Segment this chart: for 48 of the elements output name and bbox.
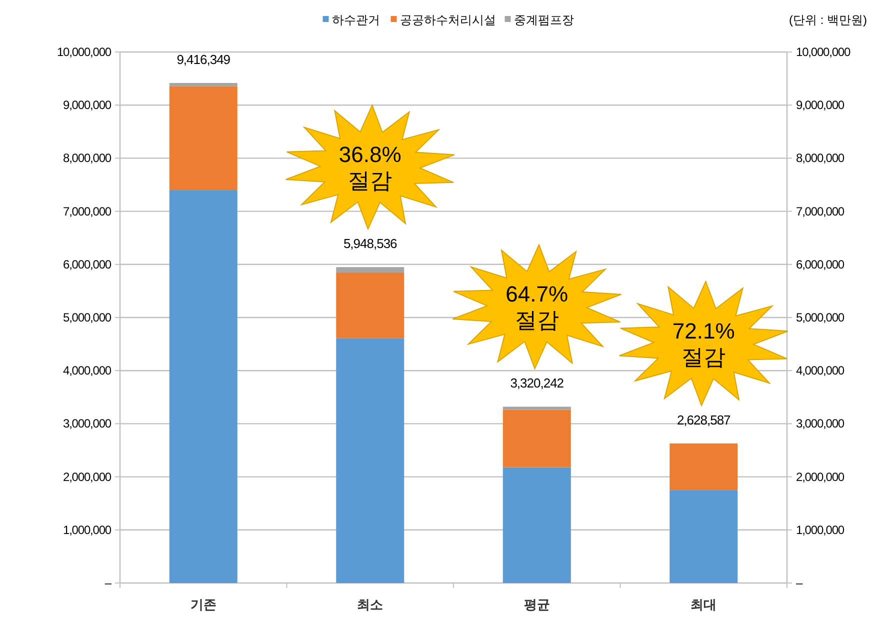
annotation: 64.7% 절감 [506, 282, 568, 333]
total-label: 3,320,242 [510, 376, 564, 391]
y2-tick-label: 9,000,000 [796, 98, 845, 112]
y-tick-label: 9,000,000 [63, 98, 112, 112]
bar [502, 406, 571, 410]
text: (단위 : 백만원) [789, 13, 867, 27]
y2-tick-label: 3,000,000 [796, 416, 845, 431]
y2-tick-label: 10,000,000 [796, 45, 851, 59]
y-tick-label: 4,000,000 [63, 364, 112, 378]
y2-tick-label: 2,000,000 [796, 470, 845, 484]
total-label: 5,948,536 [343, 236, 398, 252]
y-tick-label: – [104, 576, 112, 590]
y-tick-label: 5,000,000 [63, 310, 112, 324]
bar [502, 410, 571, 468]
y2-tick-label: 7,000,000 [796, 204, 845, 218]
x-tick-label: 최대 [690, 597, 717, 612]
total-label: 2,628,587 [676, 412, 731, 428]
y2-tick-label: 8,000,000 [796, 151, 845, 166]
y-tick-label: 3,000,000 [63, 416, 112, 431]
annotation: 36.8% 절감 [338, 142, 402, 194]
x-tick-label: 최소 [357, 597, 384, 612]
x-tick-label: 기존 [190, 597, 216, 612]
bar [336, 267, 404, 272]
y2-tick-label: 4,000,000 [796, 364, 845, 378]
annotation: 72.1% 절감 [672, 318, 735, 370]
bar [670, 490, 738, 583]
bar [169, 190, 238, 583]
legend-label: 중계펌프장 [514, 13, 574, 27]
y-tick-label: 7,000,000 [63, 204, 112, 218]
x-tick-label: 평균 [524, 597, 550, 612]
legend-label: 공공하수처리시설 [400, 13, 496, 27]
y-tick-label: 6,000,000 [63, 257, 112, 272]
legend-label: 하수관거 [332, 13, 380, 27]
bar [336, 272, 404, 338]
y-tick-label: 10,000,000 [56, 45, 112, 59]
bar [336, 338, 404, 583]
y-tick-label: 1,000,000 [63, 522, 112, 537]
bar [670, 443, 738, 490]
y-tick-label: 8,000,000 [63, 151, 112, 166]
bar [502, 467, 571, 583]
y2-tick-label: – [796, 576, 803, 590]
y-tick-label: 2,000,000 [63, 470, 112, 484]
total-label: 9,416,349 [176, 52, 230, 67]
y2-tick-label: 6,000,000 [796, 257, 845, 272]
bar [169, 82, 238, 86]
bar [169, 86, 238, 190]
y2-tick-label: 1,000,000 [796, 522, 845, 537]
y2-tick-label: 5,000,000 [796, 310, 845, 324]
